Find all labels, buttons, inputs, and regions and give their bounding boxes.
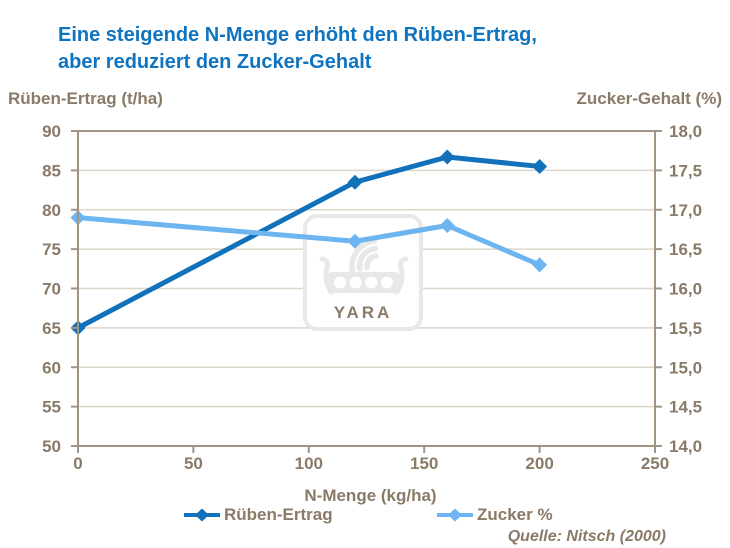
yara-watermark-logo: YARA xyxy=(303,214,423,331)
left-axis-title: Rüben-Ertrag (t/ha) xyxy=(8,89,163,108)
legend-diamond-icon xyxy=(448,508,462,522)
right-axis-title: Zucker-Gehalt (%) xyxy=(576,89,722,108)
y-left-tick-label: 75 xyxy=(42,240,61,259)
y-right-tick-label: 16,5 xyxy=(669,240,702,259)
ship-sail-arc-middle xyxy=(356,245,379,272)
legend-marker-zucker xyxy=(437,508,473,522)
data-point-marker-r-ben-ertrag xyxy=(347,174,363,190)
y-right-tick-label: 15,0 xyxy=(669,358,702,377)
legend-item-rueben-ertrag: Rüben-Ertrag xyxy=(183,505,333,525)
y-left-tick-label: 65 xyxy=(42,319,61,338)
chart-title-line1: Eine steigende N-Menge erhöht den Rüben-… xyxy=(58,24,537,46)
legend-label-zucker: Zucker % xyxy=(477,505,553,524)
axes xyxy=(71,130,662,453)
x-tick-label: 200 xyxy=(525,454,553,473)
data-point-marker-zucker- xyxy=(532,257,548,273)
x-tick-label: 250 xyxy=(641,454,669,473)
y-left-tick-label: 60 xyxy=(42,358,61,377)
y-left-tick-label: 70 xyxy=(42,280,61,299)
data-series xyxy=(70,149,548,336)
watermark-text: YARA xyxy=(334,303,393,322)
legend-diamond-icon xyxy=(195,508,209,522)
x-tick-label: 100 xyxy=(295,454,323,473)
chart-title-line2: aber reduziert den Zucker-Gehalt xyxy=(58,51,372,73)
x-axis-title: N-Menge (kg/ha) xyxy=(304,486,437,505)
y-right-tick-label: 14,5 xyxy=(669,398,702,417)
y-left-tick-label: 90 xyxy=(42,122,61,141)
ship-sail-arc-inner xyxy=(364,253,379,271)
source-citation: Quelle: Nitsch (2000) xyxy=(507,528,666,545)
ship-portholes xyxy=(334,276,393,289)
y-left-tick-label: 55 xyxy=(42,398,61,417)
data-point-marker-r-ben-ertrag xyxy=(532,158,548,174)
chart-title: Eine steigende N-Menge erhöht den Rüben-… xyxy=(58,22,698,76)
data-point-marker-r-ben-ertrag xyxy=(439,149,455,165)
y-right-tick-label: 18,0 xyxy=(669,122,702,141)
data-point-marker-zucker- xyxy=(347,233,363,249)
series-line-zucker- xyxy=(77,215,541,268)
ship-hull xyxy=(326,272,401,293)
x-tick-label: 150 xyxy=(410,454,438,473)
data-point-marker-zucker- xyxy=(439,218,455,233)
y-left-tick-label: 85 xyxy=(42,161,61,180)
legend-item-zucker: Zucker % xyxy=(436,505,553,525)
y-left-tick-label: 80 xyxy=(42,201,61,220)
tick-labels: 90 85 80 75 70 65 60 55 50 18,0 17,5 17,0 16,5 16,0 15… xyxy=(42,122,702,473)
y-right-tick-label: 14,0 xyxy=(669,437,702,456)
legend-marker-rueben-ertrag xyxy=(184,508,220,522)
ship-sail-arc-outer xyxy=(349,238,378,274)
y-right-tick-label: 17,5 xyxy=(669,161,702,180)
y-left-tick-label: 50 xyxy=(42,437,61,456)
viking-ship-icon xyxy=(319,238,409,295)
y-right-tick-label: 15,5 xyxy=(669,319,702,338)
y-right-tick-label: 16,0 xyxy=(669,280,702,299)
series-line-r-ben-ertrag xyxy=(76,154,540,331)
legend-label-rueben-ertrag: Rüben-Ertrag xyxy=(224,505,333,524)
x-tick-label: 50 xyxy=(184,454,203,473)
x-tick-label: 0 xyxy=(73,454,82,473)
y-right-tick-label: 17,0 xyxy=(669,201,702,220)
